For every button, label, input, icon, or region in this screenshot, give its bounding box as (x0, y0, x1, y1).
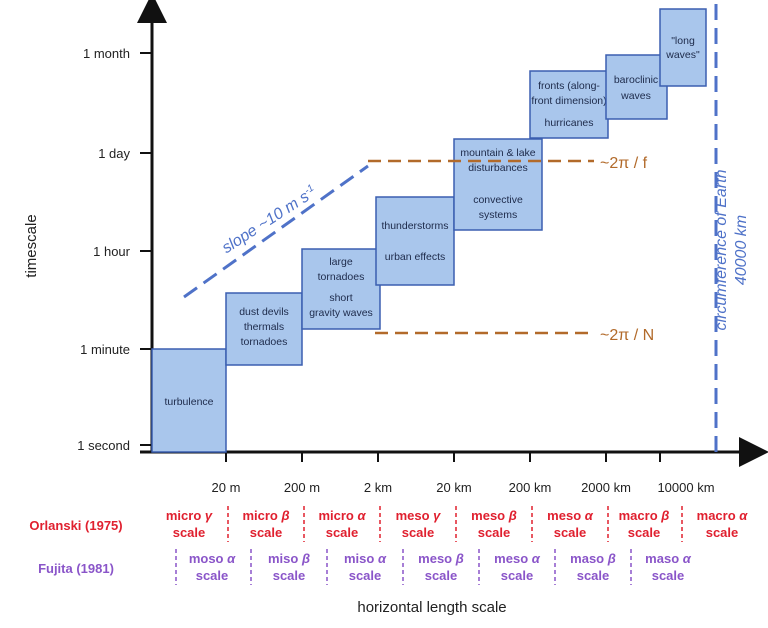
slope-label: slope ~10 m s-1 (219, 183, 320, 257)
orlanski-scale: macro α (697, 508, 749, 523)
fujita-scale: miso β (268, 551, 310, 566)
orlanski-label: Orlanski (1975) (29, 518, 122, 533)
box-text: turbulence (164, 396, 213, 408)
box-text: mountain & lake (460, 147, 535, 159)
box-text: waves (620, 90, 651, 102)
box-text: baroclinic (614, 74, 658, 86)
box-text: dust devils (239, 306, 289, 318)
box-text: urban effects (385, 251, 446, 263)
xtick-label: 200 m (284, 480, 320, 495)
fujita-scale: maso β (570, 551, 616, 566)
xtick-label: 2 km (364, 480, 392, 495)
fujita-scale-word: scale (273, 568, 306, 583)
fujita-scales: moso α scale miso β scale miso α scale m… (189, 551, 692, 583)
fujita-scale-word: scale (577, 568, 610, 583)
box-text: waves" (665, 49, 700, 61)
ytick-label: 1 minute (80, 342, 130, 357)
ytick-label: 1 second (77, 438, 130, 453)
fujita-scale: moso α (189, 551, 236, 566)
box-text: front dimension) (531, 95, 606, 107)
ytick-label: 1 hour (93, 244, 131, 259)
orlanski-scale-word: scale (250, 525, 283, 540)
x-axis-title: horizontal length scale (357, 599, 506, 616)
fujita-label: Fujita (1981) (38, 561, 114, 576)
box-large-tornadoes: large tornadoes short gravity waves (301, 248, 381, 330)
orlanski-scale-word: scale (173, 525, 206, 540)
box-text: gravity waves (309, 307, 373, 319)
orlanski-scale-word: scale (628, 525, 661, 540)
box-fronts: fronts (along- front dimension) hurrican… (529, 70, 609, 139)
buoyancy-label: ~2π / N (600, 327, 654, 344)
orlanski-scale-word: scale (402, 525, 435, 540)
fujita-scale: meso α (494, 551, 541, 566)
box-text: systems (479, 209, 518, 221)
phenomenon-boxes: turbulence dust devils thermals tornadoe… (151, 8, 707, 453)
coriolis-label: ~2π / f (600, 155, 648, 172)
orlanski-scale: micro β (242, 508, 289, 523)
fujita-scale-word: scale (652, 568, 685, 583)
box-text: tornadoes (241, 336, 288, 348)
box-mountain-lake: mountain & lake disturbances convective … (453, 138, 543, 231)
xtick-label: 200 km (509, 480, 552, 495)
fujita-dividers (175, 549, 632, 585)
fujita-scale-word: scale (425, 568, 458, 583)
orlanski-scale-word: scale (478, 525, 511, 540)
ytick-label: 1 month (83, 46, 130, 61)
orlanski-scale: micro α (318, 508, 366, 523)
box-text: large (329, 256, 353, 268)
earth-label-1: circumference of Earth (713, 169, 730, 330)
orlanski-scale: macro β (619, 508, 670, 523)
box-long-waves: "long waves" (659, 8, 707, 87)
xtick-label: 20 km (436, 480, 471, 495)
fujita-scale: miso α (344, 551, 387, 566)
orlanski-scale: micro γ (166, 508, 213, 523)
box-text: "long (671, 35, 695, 47)
box-text: hurricanes (544, 117, 593, 129)
y-axis-title: timescale (23, 214, 40, 277)
fujita-scale: maso α (645, 551, 692, 566)
box-text: thunderstorms (381, 220, 448, 232)
x-ticks: 20 m 200 m 2 km 20 km 200 km 2000 km 100… (212, 452, 715, 495)
orlanski-scale: meso β (471, 508, 517, 523)
box-turbulence: turbulence (151, 348, 227, 453)
xtick-label: 10000 km (657, 480, 714, 495)
xtick-label: 2000 km (581, 480, 631, 495)
slope-line (183, 164, 369, 299)
xtick-label: 20 m (212, 480, 241, 495)
fujita-scale: meso β (418, 551, 464, 566)
box-text: thermals (244, 321, 284, 333)
fujita-scale-word: scale (501, 568, 534, 583)
orlanski-scale-word: scale (326, 525, 359, 540)
ytick-label: 1 day (98, 146, 130, 161)
box-baroclinic: baroclinic waves (605, 54, 668, 120)
box-dust-devils: dust devils thermals tornadoes (225, 292, 303, 366)
orlanski-scale-word: scale (706, 525, 739, 540)
box-text: tornadoes (318, 271, 365, 283)
y-ticks: 1 second 1 minute 1 hour 1 day 1 month (77, 46, 152, 453)
orlanski-scale-word: scale (554, 525, 587, 540)
box-thunderstorms: thunderstorms urban effects (375, 196, 455, 286)
orlanski-scale: meso γ (396, 508, 442, 523)
fujita-scale-word: scale (349, 568, 382, 583)
box-text: short (329, 292, 352, 304)
box-text: convective (473, 194, 523, 206)
orlanski-scales: micro γ scale micro β scale micro α scal… (166, 508, 748, 540)
box-text: disturbances (468, 162, 528, 174)
orlanski-dividers (227, 506, 683, 542)
fujita-scale-word: scale (196, 568, 229, 583)
orlanski-scale: meso α (547, 508, 594, 523)
box-text: fronts (along- (538, 80, 600, 92)
earth-label-2: 40000 km (733, 215, 750, 285)
